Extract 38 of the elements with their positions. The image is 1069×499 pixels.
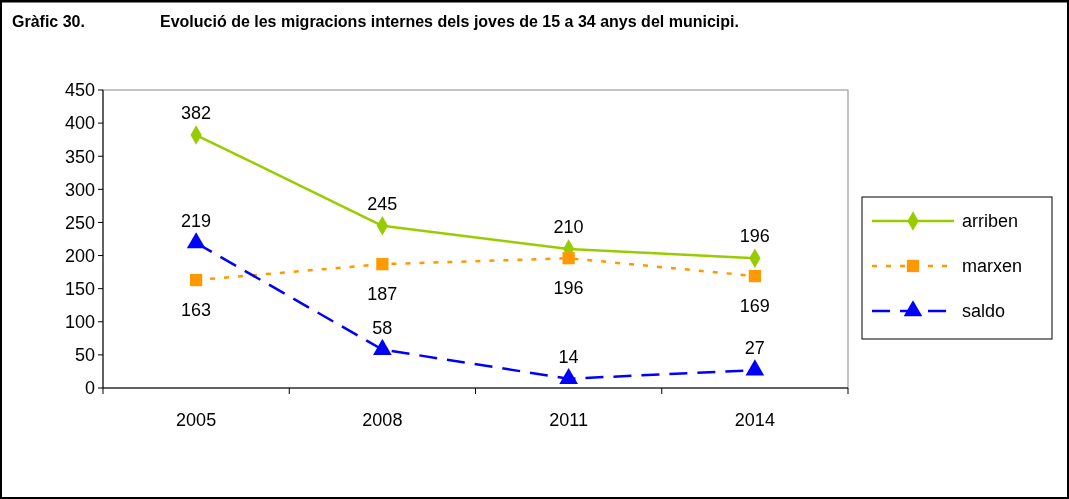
- point: [562, 252, 575, 265]
- point: [745, 359, 765, 376]
- data-label: 163: [181, 300, 212, 321]
- y-tick-label: 250: [64, 212, 95, 233]
- y-tick-label: 150: [64, 278, 95, 299]
- legend-label: arriben: [962, 211, 1019, 232]
- legend-label: saldo: [962, 301, 1006, 322]
- y-tick-label: 350: [64, 146, 95, 167]
- y-tick-label: 100: [64, 312, 95, 333]
- point: [373, 338, 392, 355]
- point: [559, 367, 578, 385]
- data-label: 210: [553, 216, 584, 237]
- data-label: 27: [744, 338, 765, 359]
- text: Gràfic 30.: [12, 13, 85, 30]
- data-label: 219: [181, 210, 212, 231]
- data-label: 169: [739, 296, 770, 317]
- data-label: 196: [553, 278, 584, 299]
- y-tick-label: 300: [64, 179, 95, 200]
- point: [748, 269, 761, 283]
- y-tick-label: 0: [84, 378, 95, 399]
- y-tick-label: 50: [74, 345, 95, 366]
- data-label: 196: [739, 226, 770, 247]
- data-label: 382: [181, 103, 212, 124]
- data-label: 187: [367, 284, 398, 305]
- chart-title: Evolució de les migracions internes dels joves de 15 a 34 anys del municipi.: [160, 13, 739, 30]
- y-tick-label: 200: [64, 245, 95, 266]
- data-label: 58: [372, 317, 393, 338]
- y-tick-label: 400: [64, 113, 95, 134]
- y-tick-label: 450: [64, 80, 95, 101]
- x-tick-label: 2014: [734, 410, 775, 430]
- x-tick-label: 2005: [176, 410, 217, 430]
- point: [190, 273, 203, 287]
- data-label: 14: [558, 346, 579, 367]
- data-label: 245: [367, 193, 398, 214]
- x-tick-label: 2008: [362, 410, 403, 430]
- point: [376, 258, 389, 271]
- legend-label: marxen: [962, 256, 1023, 277]
- x-tick-label: 2011: [549, 410, 588, 430]
